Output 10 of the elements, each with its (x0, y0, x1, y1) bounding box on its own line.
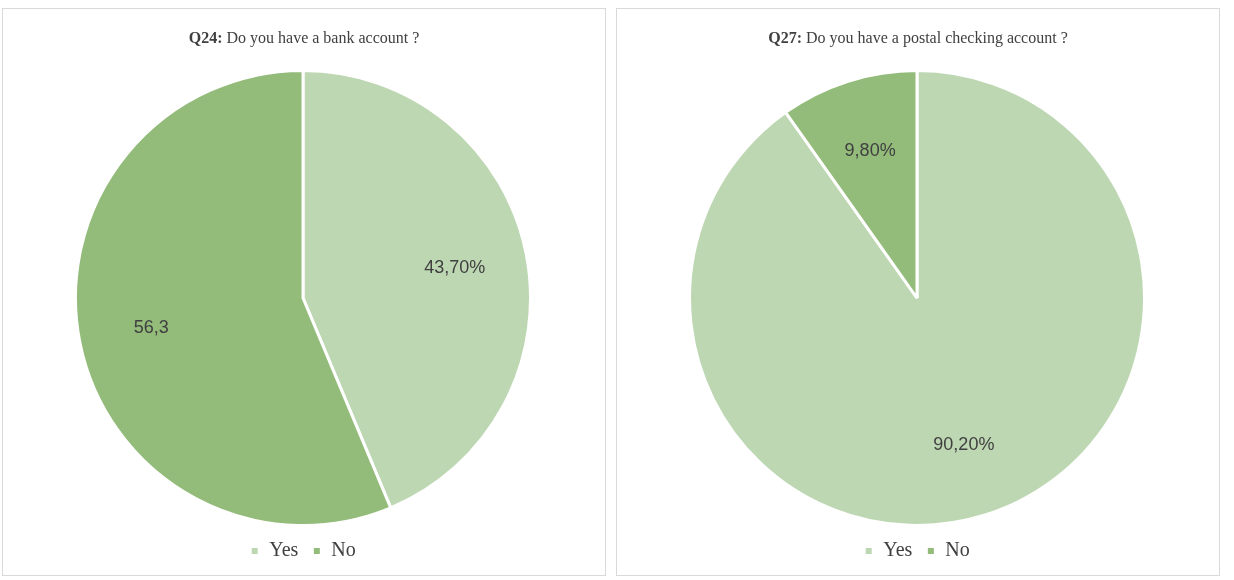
data-label: 9,80% (844, 139, 896, 160)
legend-label: Yes (269, 538, 299, 561)
chart-title: Q27: Do you have a postal checking account ? (768, 29, 1068, 46)
data-label: 90,20% (933, 434, 995, 455)
data-label: 43,70% (424, 256, 486, 277)
legend-label: No (331, 538, 356, 561)
data-label: 56,3 (133, 317, 169, 338)
legend-label: No (945, 538, 970, 561)
legend-label: Yes (883, 538, 913, 561)
chart-title: Q24: Do you have a bank account ? (188, 29, 420, 46)
